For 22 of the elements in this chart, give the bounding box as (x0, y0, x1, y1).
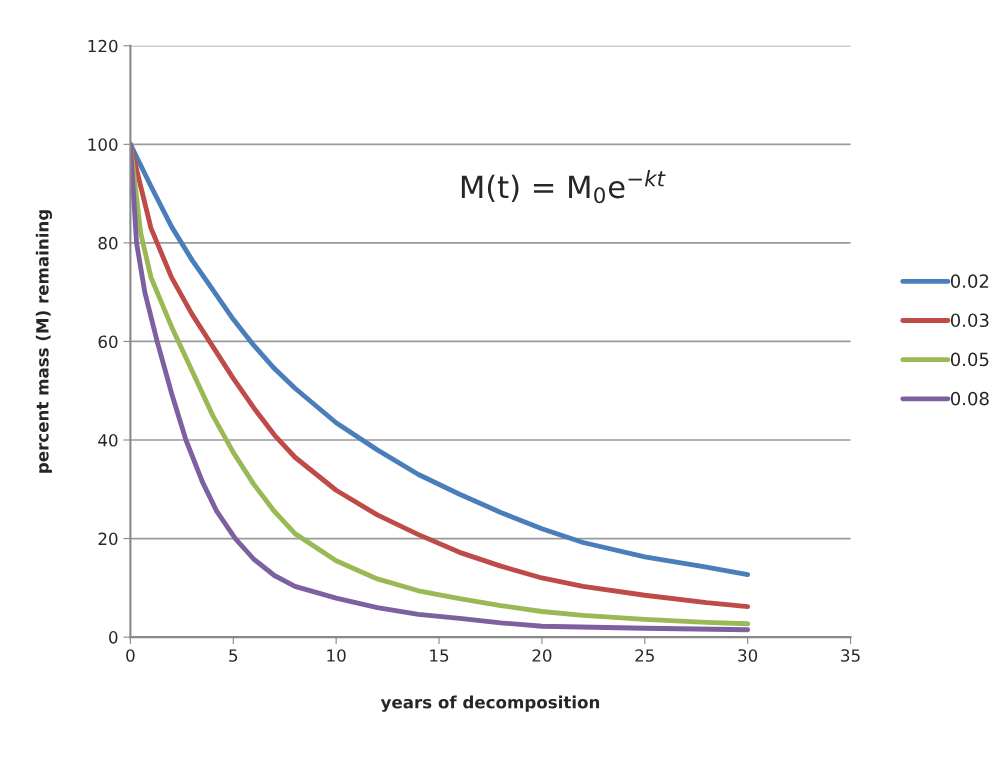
legend-label: 0.08 (950, 391, 989, 406)
y-tick-label: 80 (98, 236, 118, 250)
x-tick-label: 0 (126, 649, 135, 662)
x-tick-label: 20 (532, 649, 552, 662)
y-tick-label: 20 (98, 532, 118, 546)
x-tick-label: 15 (430, 649, 449, 662)
y-tick-label: 120 (88, 39, 118, 53)
y-tick-label: 0 (109, 631, 118, 644)
x-tick-label: 10 (327, 649, 346, 662)
legend-label: 0.03 (950, 313, 989, 328)
x-tick-label: 35 (841, 649, 860, 662)
x-axis-title: years of decomposition (380, 695, 600, 712)
y-tick-label: 100 (88, 138, 118, 151)
y-tick-label: 40 (98, 433, 118, 447)
legend-label: 0.05 (950, 352, 989, 367)
y-tick-label: 60 (98, 335, 118, 349)
legend-label: 0.02 (950, 274, 989, 288)
x-tick-label: 25 (635, 649, 654, 662)
annotation: M(t) = M$_{0}$e$^{−kt}$ (461, 170, 666, 204)
y-axis-title: percent mass (M) remaining (35, 210, 53, 473)
x-tick-label: 5 (229, 649, 238, 662)
x-tick-label: 30 (738, 649, 758, 662)
